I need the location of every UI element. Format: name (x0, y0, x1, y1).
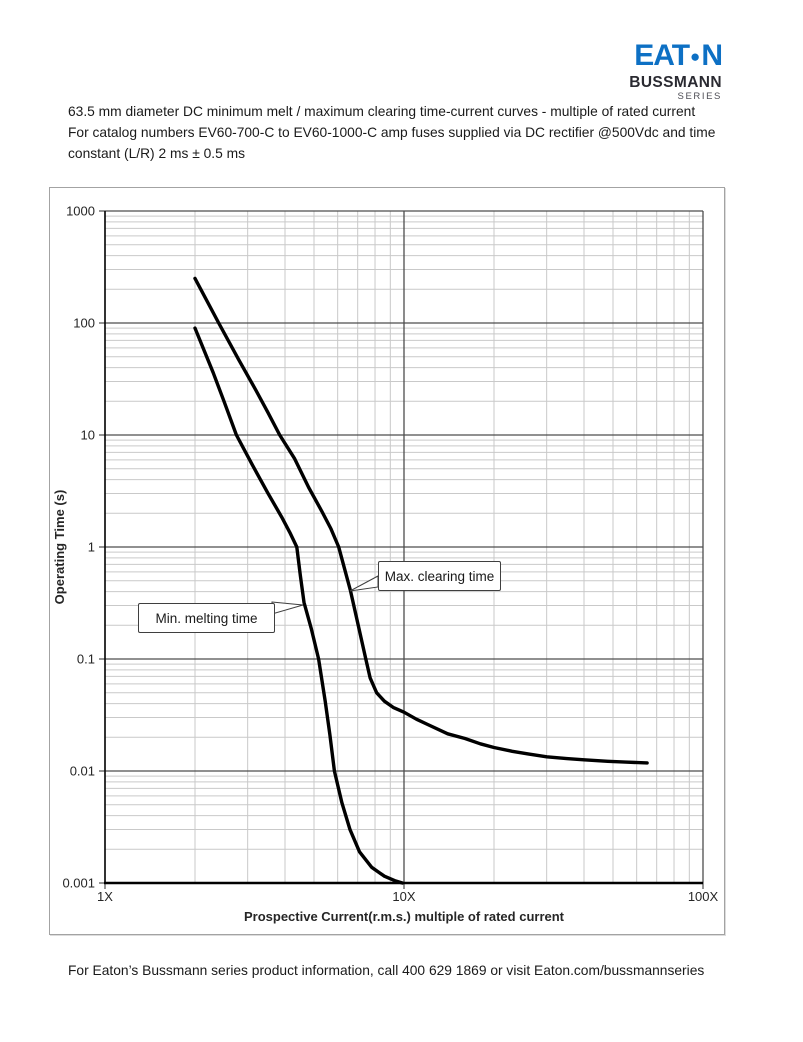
title-line-2: For catalog numbers EV60-700-C to EV60-1… (68, 125, 716, 140)
callout-max-clearing-time: Max. clearing time (378, 561, 501, 591)
callout-max-tail (349, 575, 379, 592)
eaton-logo-text-left: EAT (634, 39, 690, 72)
y-axis-title: Operating Time (s) (52, 490, 67, 605)
eaton-logo-dot-icon: ● (690, 47, 701, 66)
y-tick-label: 10 (81, 428, 95, 443)
y-tick-label: 0.01 (70, 764, 95, 779)
series-label: SERIES (677, 91, 722, 102)
curve-max-clearing-time (193, 276, 649, 765)
curve-min-melting-time (193, 326, 405, 885)
title-line-1: 63.5 mm diameter DC minimum melt / maxim… (68, 104, 696, 119)
tick-marks (99, 210, 704, 889)
y-tick-label: 1 (88, 540, 95, 555)
callout-min-tail (271, 601, 304, 615)
eaton-logo-text-right: N (701, 39, 723, 72)
brand-block: EAT●N BUSSMANN SERIES (629, 39, 723, 102)
document-title: 63.5 mm diameter DC minimum melt / maxim… (68, 101, 758, 164)
chart-frame: 1000 100 10 1 0.1 0.01 0.001 1X 10X 100X Prospecti… (49, 187, 725, 935)
y-tick-label: 0.1 (77, 652, 95, 667)
title-line-3: constant (L/R) 2 ms ± 0.5 ms (68, 146, 246, 161)
y-tick-label: 0.001 (62, 876, 95, 891)
x-axis-title: Prospective Current(r.m.s.) multiple of … (244, 909, 565, 924)
callout-max-label: Max. clearing time (384, 568, 495, 584)
eaton-logo: EAT●N (629, 39, 723, 72)
callout-min-melting-time: Min. melting time (138, 603, 275, 633)
x-tick-label: 100X (688, 889, 719, 904)
x-tick-label: 1X (97, 889, 113, 904)
callout-min-label: Min. melting time (155, 610, 258, 626)
footer-text: For Eaton’s Bussmann series product info… (68, 963, 705, 978)
y-tick-label: 1000 (66, 204, 95, 219)
y-tick-label: 100 (73, 316, 95, 331)
x-tick-label: 10X (392, 889, 415, 904)
bussmann-wordmark: BUSSMANN (629, 74, 722, 91)
